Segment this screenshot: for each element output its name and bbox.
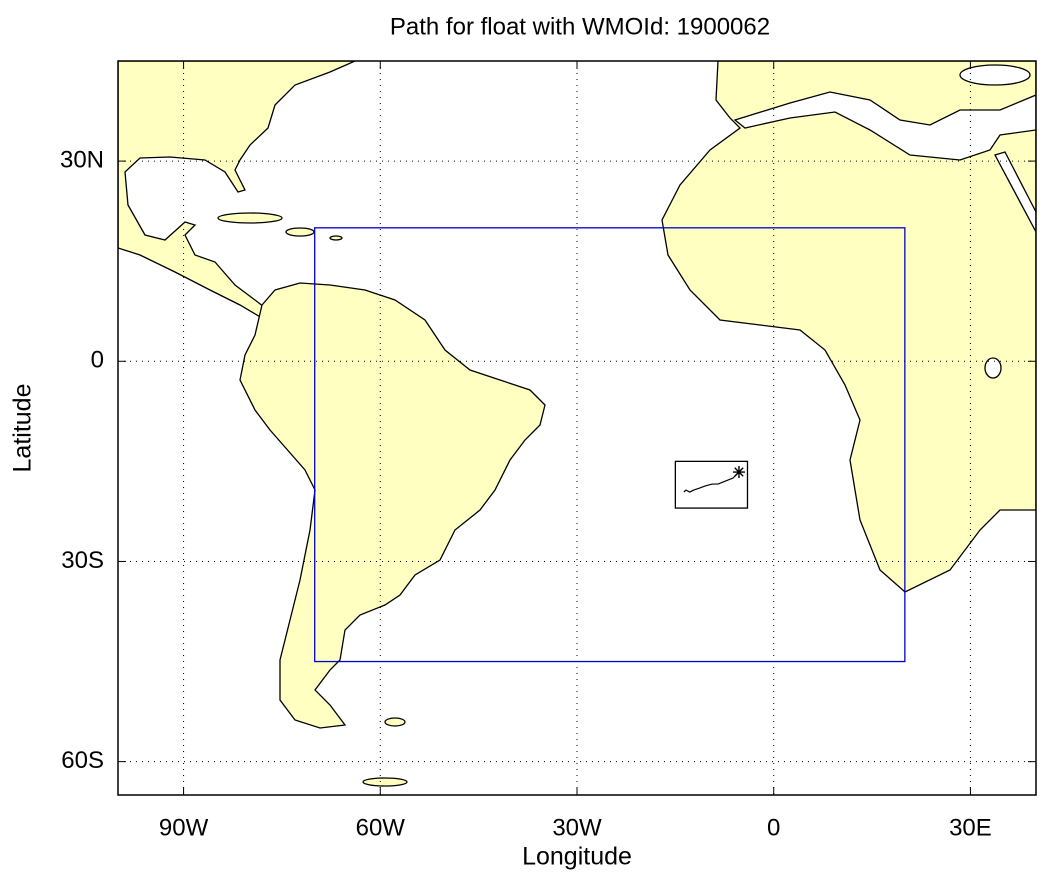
hispaniola — [285, 227, 315, 237]
y-tick-label: 60S — [61, 747, 104, 774]
inset-box — [674, 460, 749, 509]
coastlines — [118, 61, 1036, 787]
region-box — [314, 227, 906, 663]
x-tick-label: 90W — [159, 814, 209, 841]
red-sea — [994, 151, 1036, 233]
y-tick-label: 30N — [60, 146, 104, 173]
north-america — [118, 61, 356, 319]
x-tick-label: 60W — [356, 814, 406, 841]
cuba — [217, 212, 283, 224]
antarctic — [362, 777, 408, 787]
africa-europe — [661, 61, 1036, 593]
x-axis-title: Longitude — [522, 843, 632, 871]
y-tick-label: 30S — [61, 547, 104, 574]
chart-title: Path for float with WMOId: 1900062 — [390, 13, 770, 40]
x-tick-label: 30W — [552, 814, 602, 841]
x-tick-label: 30E — [949, 814, 992, 841]
black-sea — [959, 64, 1031, 86]
falklands — [384, 717, 406, 727]
lake — [984, 357, 1002, 379]
y-tick-label: 0 — [91, 347, 104, 374]
mediterranean — [733, 91, 1036, 161]
float-track — [683, 471, 740, 493]
x-tick-label: 0 — [767, 814, 780, 841]
float-position — [732, 466, 745, 479]
y-axis-title: Latitude — [9, 384, 37, 473]
puerto-rico — [329, 235, 343, 241]
